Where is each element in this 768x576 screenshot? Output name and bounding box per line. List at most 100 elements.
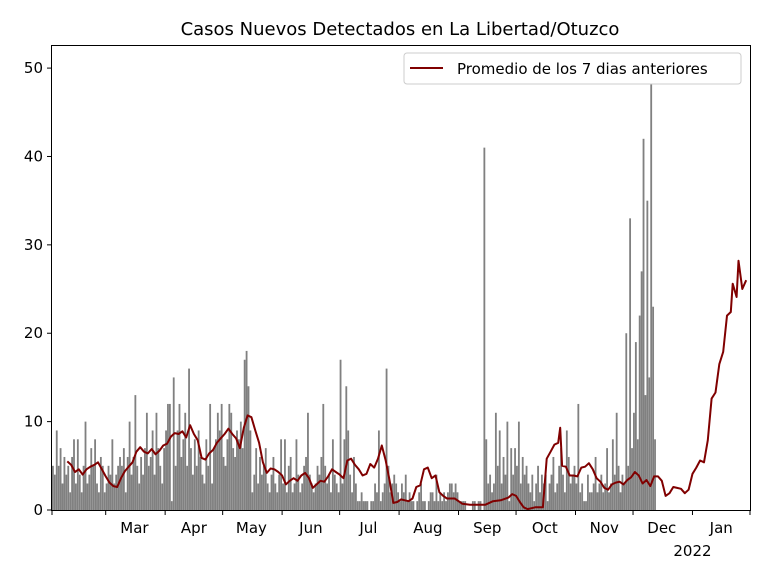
bar	[105, 483, 108, 510]
bar	[90, 448, 93, 510]
y-tick-label: 10	[24, 413, 43, 431]
bar	[78, 474, 81, 510]
bar	[69, 492, 72, 510]
bar	[115, 474, 118, 510]
bar	[305, 456, 307, 510]
bar	[121, 465, 123, 510]
bar	[650, 68, 653, 510]
bar	[168, 403, 171, 510]
bar	[552, 456, 555, 510]
bar	[339, 359, 342, 510]
bars-layer	[52, 68, 656, 511]
bar	[569, 483, 572, 510]
x-tick-label: Jul	[358, 519, 377, 537]
bar	[596, 492, 599, 510]
bar	[577, 403, 580, 510]
bar	[410, 501, 413, 510]
bar	[353, 456, 355, 510]
bar	[623, 483, 626, 510]
bar	[598, 483, 601, 510]
bar	[253, 474, 256, 510]
bar	[527, 483, 530, 510]
bar	[521, 456, 524, 510]
bar	[76, 439, 79, 510]
bar	[224, 465, 227, 510]
bar	[646, 200, 649, 511]
bar	[512, 474, 515, 510]
x-tick-label: Jun	[298, 519, 322, 537]
y-axis: 0 10 20 30 40 50	[24, 59, 52, 519]
bar	[289, 456, 292, 510]
bar	[370, 501, 373, 510]
bar	[101, 465, 104, 510]
bar	[631, 448, 633, 510]
bar	[633, 412, 635, 510]
bar	[629, 218, 632, 510]
bar	[111, 439, 114, 510]
bar	[195, 465, 198, 510]
legend-label-promedio: Promedio de los 7 dias anteriores	[457, 60, 708, 78]
bar	[420, 483, 422, 510]
bar	[113, 483, 116, 510]
bar	[594, 456, 597, 510]
bar	[516, 465, 518, 510]
bar	[379, 501, 382, 510]
bar	[581, 483, 584, 510]
bar	[604, 483, 607, 510]
bar	[243, 359, 246, 510]
x-tick-label: Dec	[647, 519, 676, 537]
bar	[245, 350, 248, 510]
bar	[485, 439, 488, 510]
bar	[504, 474, 507, 510]
bar	[214, 439, 217, 510]
bar	[234, 456, 236, 510]
bar	[544, 474, 547, 510]
bar	[610, 483, 612, 510]
bar	[59, 448, 62, 510]
y-tick-label: 0	[33, 501, 43, 519]
bar	[274, 483, 277, 510]
bar	[144, 448, 146, 510]
bar	[539, 492, 541, 510]
bar	[374, 483, 376, 510]
bar	[291, 492, 294, 510]
bar	[585, 501, 587, 510]
bar	[554, 492, 557, 510]
bar	[347, 430, 350, 510]
bar	[170, 501, 173, 510]
bar	[109, 474, 112, 510]
bar	[558, 465, 561, 510]
bar	[191, 474, 194, 510]
bar	[226, 439, 229, 510]
bar	[443, 492, 446, 510]
bar	[540, 474, 543, 510]
bar	[295, 439, 298, 510]
bar	[537, 465, 539, 510]
bar	[487, 483, 490, 510]
bar	[316, 465, 319, 510]
bar	[389, 492, 392, 510]
bar	[613, 474, 616, 510]
bar	[61, 483, 64, 510]
bar	[132, 456, 135, 510]
bar	[270, 474, 273, 510]
bar	[452, 492, 455, 510]
bar	[458, 501, 461, 510]
bar	[142, 474, 144, 510]
bar	[92, 465, 95, 510]
bar	[161, 483, 164, 510]
bar	[63, 456, 66, 510]
bar	[372, 501, 375, 510]
bar	[293, 483, 296, 510]
bar	[259, 456, 261, 510]
bar	[75, 483, 77, 510]
bar	[285, 492, 288, 510]
bar	[268, 492, 271, 510]
bar	[362, 501, 365, 510]
bar	[322, 403, 325, 510]
bar	[602, 492, 605, 510]
bar	[500, 483, 503, 510]
bar	[218, 430, 221, 510]
bar	[489, 474, 492, 510]
bar	[387, 465, 390, 510]
